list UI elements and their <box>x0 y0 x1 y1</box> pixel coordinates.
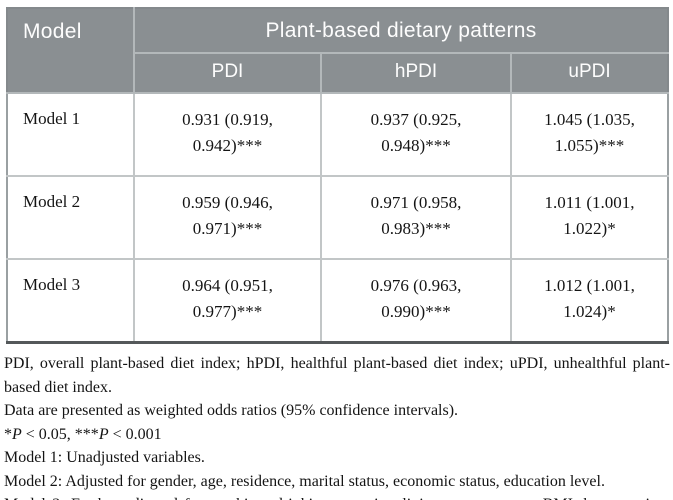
column-header-hpdi: hPDI <box>320 52 512 94</box>
table-body: Model 1 0.931 (0.919, 0.942)*** 0.937 (0… <box>6 92 669 344</box>
cell-model1-pdi: 0.931 (0.919, 0.942)*** <box>133 92 322 177</box>
significance-threshold: < 0.05, *** <box>21 425 99 443</box>
footnote-significance: *P < 0.05, ***P < 0.001 <box>4 423 670 447</box>
row-label-model-1: Model 1 <box>6 92 135 177</box>
row-label-model-3: Model 3 <box>6 258 135 344</box>
table-row-model-3: Model 3 0.964 (0.951, 0.977)*** 0.976 (0… <box>6 258 669 344</box>
cell-model3-updi: 1.012 (1.001, 1.024)* <box>510 258 669 344</box>
odds-ratio-value: 1.012 (1.001, <box>544 276 635 295</box>
column-group-header-plant-based-dietary-patterns: Plant-based dietary patterns <box>133 7 669 54</box>
table-footnotes: PDI, overall plant-based diet index; hPD… <box>4 352 670 500</box>
cell-model1-updi: 1.045 (1.035, 1.055)*** <box>510 92 669 177</box>
odds-ratio-value: 0.959 (0.946, <box>182 193 273 212</box>
footnote-model-3: Model 3: Further adjusted for smoking, d… <box>4 493 670 500</box>
footnote-model-1: Model 1: Unadjusted variables. <box>4 449 205 466</box>
odds-ratio-ci: 0.990)*** <box>381 302 451 321</box>
odds-ratio-value: 0.937 (0.925, <box>370 110 462 129</box>
odds-ratio-ci: 0.971)*** <box>192 219 263 238</box>
cell-model3-hpdi: 0.976 (0.963, 0.990)*** <box>320 258 512 344</box>
odds-ratio-value: 0.964 (0.951, <box>182 276 273 295</box>
odds-ratio-value: 1.011 (1.001, <box>544 193 635 212</box>
footnote-model-2: Model 2: Adjusted for gender, age, resid… <box>4 472 605 490</box>
odds-ratio-value: 0.971 (0.958, <box>370 193 462 212</box>
odds-ratio-ci: 1.024)* <box>563 302 616 321</box>
significance-threshold: < 0.001 <box>108 425 162 443</box>
cell-model2-pdi: 0.959 (0.946, 0.971)*** <box>133 175 322 260</box>
significance-star: * <box>4 425 12 443</box>
cell-model2-hpdi: 0.971 (0.958, 0.983)*** <box>320 175 512 260</box>
table-row-model-1: Model 1 0.931 (0.919, 0.942)*** 0.937 (0… <box>6 92 669 177</box>
column-header-model: Model <box>6 7 135 94</box>
cell-model1-hpdi: 0.937 (0.925, 0.948)*** <box>320 92 512 177</box>
column-header-updi: uPDI <box>510 52 669 94</box>
cell-model2-updi: 1.011 (1.001, 1.022)* <box>510 175 669 260</box>
odds-ratio-ci: 0.948)*** <box>381 136 451 155</box>
table-row-model-2: Model 2 0.959 (0.946, 0.971)*** 0.971 (0… <box>6 175 669 260</box>
table-header: Model Plant-based dietary patterns PDI h… <box>6 7 669 94</box>
odds-ratio-value: 0.976 (0.963, <box>370 276 462 295</box>
odds-ratio-table: Model Plant-based dietary patterns PDI h… <box>6 7 669 344</box>
odds-ratio-ci: 0.977)*** <box>192 302 263 321</box>
odds-ratio-value: 0.931 (0.919, <box>182 110 273 129</box>
footnote-data-presentation: Data are presented as weighted odds rati… <box>4 402 459 419</box>
p-symbol: P <box>98 425 109 443</box>
odds-ratio-ci: 1.022)* <box>563 219 616 238</box>
odds-ratio-value: 1.045 (1.035, <box>544 110 635 129</box>
footnote-abbreviations: PDI, overall plant-based diet index; hPD… <box>4 355 670 396</box>
cell-model3-pdi: 0.964 (0.951, 0.977)*** <box>133 258 322 344</box>
odds-ratio-ci: 1.055)*** <box>554 136 625 155</box>
column-header-pdi: PDI <box>133 52 322 94</box>
odds-ratio-ci: 0.942)*** <box>192 136 263 155</box>
p-symbol: P <box>12 425 22 443</box>
row-label-model-2: Model 2 <box>6 175 135 260</box>
odds-ratio-ci: 0.983)*** <box>381 219 451 238</box>
